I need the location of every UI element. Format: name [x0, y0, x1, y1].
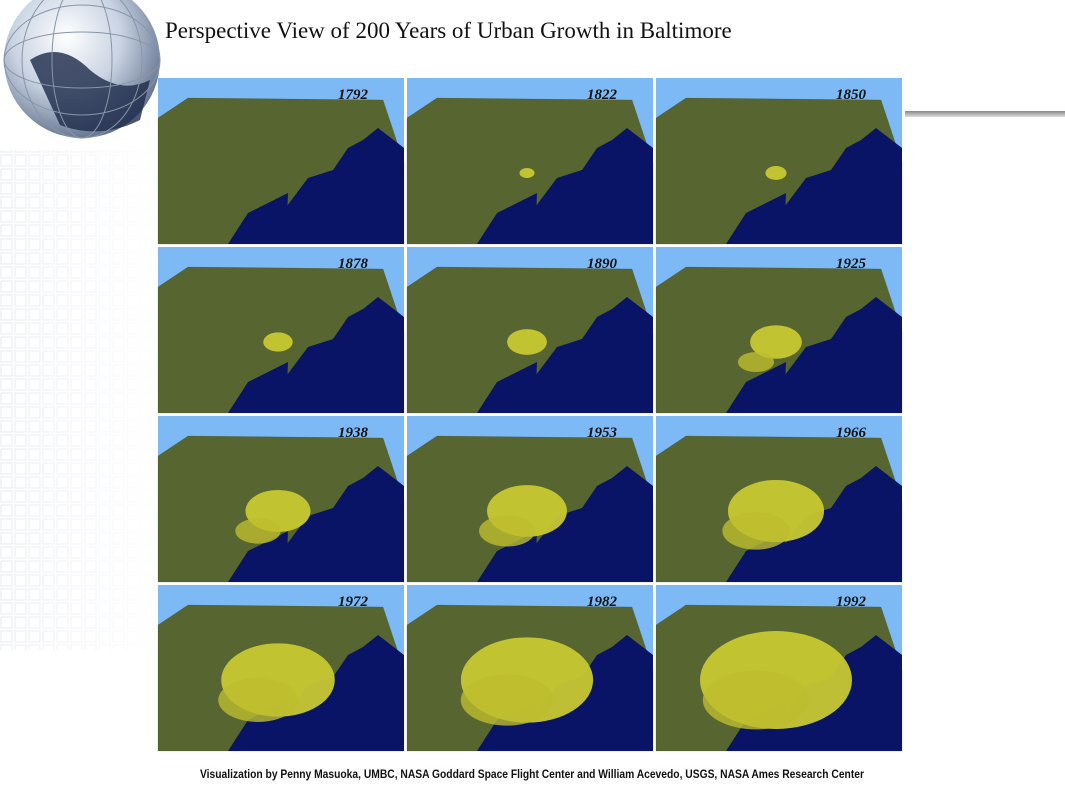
- water-inlet: [228, 193, 288, 244]
- title: Perspective View of 200 Years of Urban G…: [165, 18, 732, 43]
- water-inlet: [477, 362, 537, 413]
- urban-area: [519, 168, 535, 178]
- urban-area: [765, 166, 787, 180]
- credit: Visualization by Penny Masuoka, UMBC, NA…: [200, 769, 864, 781]
- map-panel: 1925: [655, 247, 903, 414]
- map-panel: 1878: [157, 247, 405, 414]
- urban-sprawl: [722, 512, 790, 550]
- urban-sprawl: [218, 678, 298, 722]
- year-label: 1938: [338, 425, 369, 441]
- map-panel: 1850: [655, 78, 903, 245]
- urban-sprawl: [479, 515, 535, 547]
- water: [766, 297, 902, 413]
- year-label: 1878: [338, 256, 369, 272]
- decor-bar: [905, 111, 1065, 117]
- water-inlet: [228, 531, 288, 582]
- year-label: 1966: [836, 425, 867, 441]
- water-inlet: [726, 362, 786, 413]
- globe: [3, 0, 161, 139]
- urban-area: [750, 325, 802, 359]
- map-panel: 1792: [157, 78, 405, 245]
- water: [766, 128, 902, 244]
- urban-area: [507, 329, 547, 355]
- map-panel: 1982: [406, 585, 654, 752]
- water: [517, 128, 653, 244]
- water: [766, 466, 902, 582]
- urban-sprawl: [235, 518, 281, 544]
- water-inlet: [726, 193, 786, 244]
- year-label: 1982: [587, 594, 618, 610]
- background-fade: [0, 150, 160, 650]
- year-label: 1972: [338, 594, 369, 610]
- water: [517, 297, 653, 413]
- map-panel: 1966: [655, 416, 903, 583]
- water: [268, 297, 404, 413]
- panel-grid: 1792 1822 1850 1878 1890 1925 1938 1953 1966 1972…: [157, 78, 903, 752]
- urban-area: [263, 332, 293, 352]
- water: [268, 466, 404, 582]
- water: [268, 128, 404, 244]
- map-panel: 1972: [157, 585, 405, 752]
- map-panel: 1992: [655, 585, 903, 752]
- year-label: 1890: [587, 256, 618, 272]
- map-panel: 1953: [406, 416, 654, 583]
- map-panel: 1938: [157, 416, 405, 583]
- urban-sprawl: [737, 351, 775, 373]
- year-label: 1925: [836, 256, 867, 272]
- year-label: 1822: [587, 87, 618, 103]
- urban-sprawl: [460, 674, 554, 726]
- year-label: 1953: [587, 425, 618, 441]
- year-label: 1992: [836, 594, 867, 610]
- map-panel: 1890: [406, 247, 654, 414]
- year-label: 1792: [338, 87, 369, 103]
- urban-sprawl: [702, 670, 810, 730]
- year-label: 1850: [836, 87, 867, 103]
- water: [517, 466, 653, 582]
- water: [268, 635, 404, 751]
- water-inlet: [477, 193, 537, 244]
- map-panel: 1822: [406, 78, 654, 245]
- water-inlet: [228, 362, 288, 413]
